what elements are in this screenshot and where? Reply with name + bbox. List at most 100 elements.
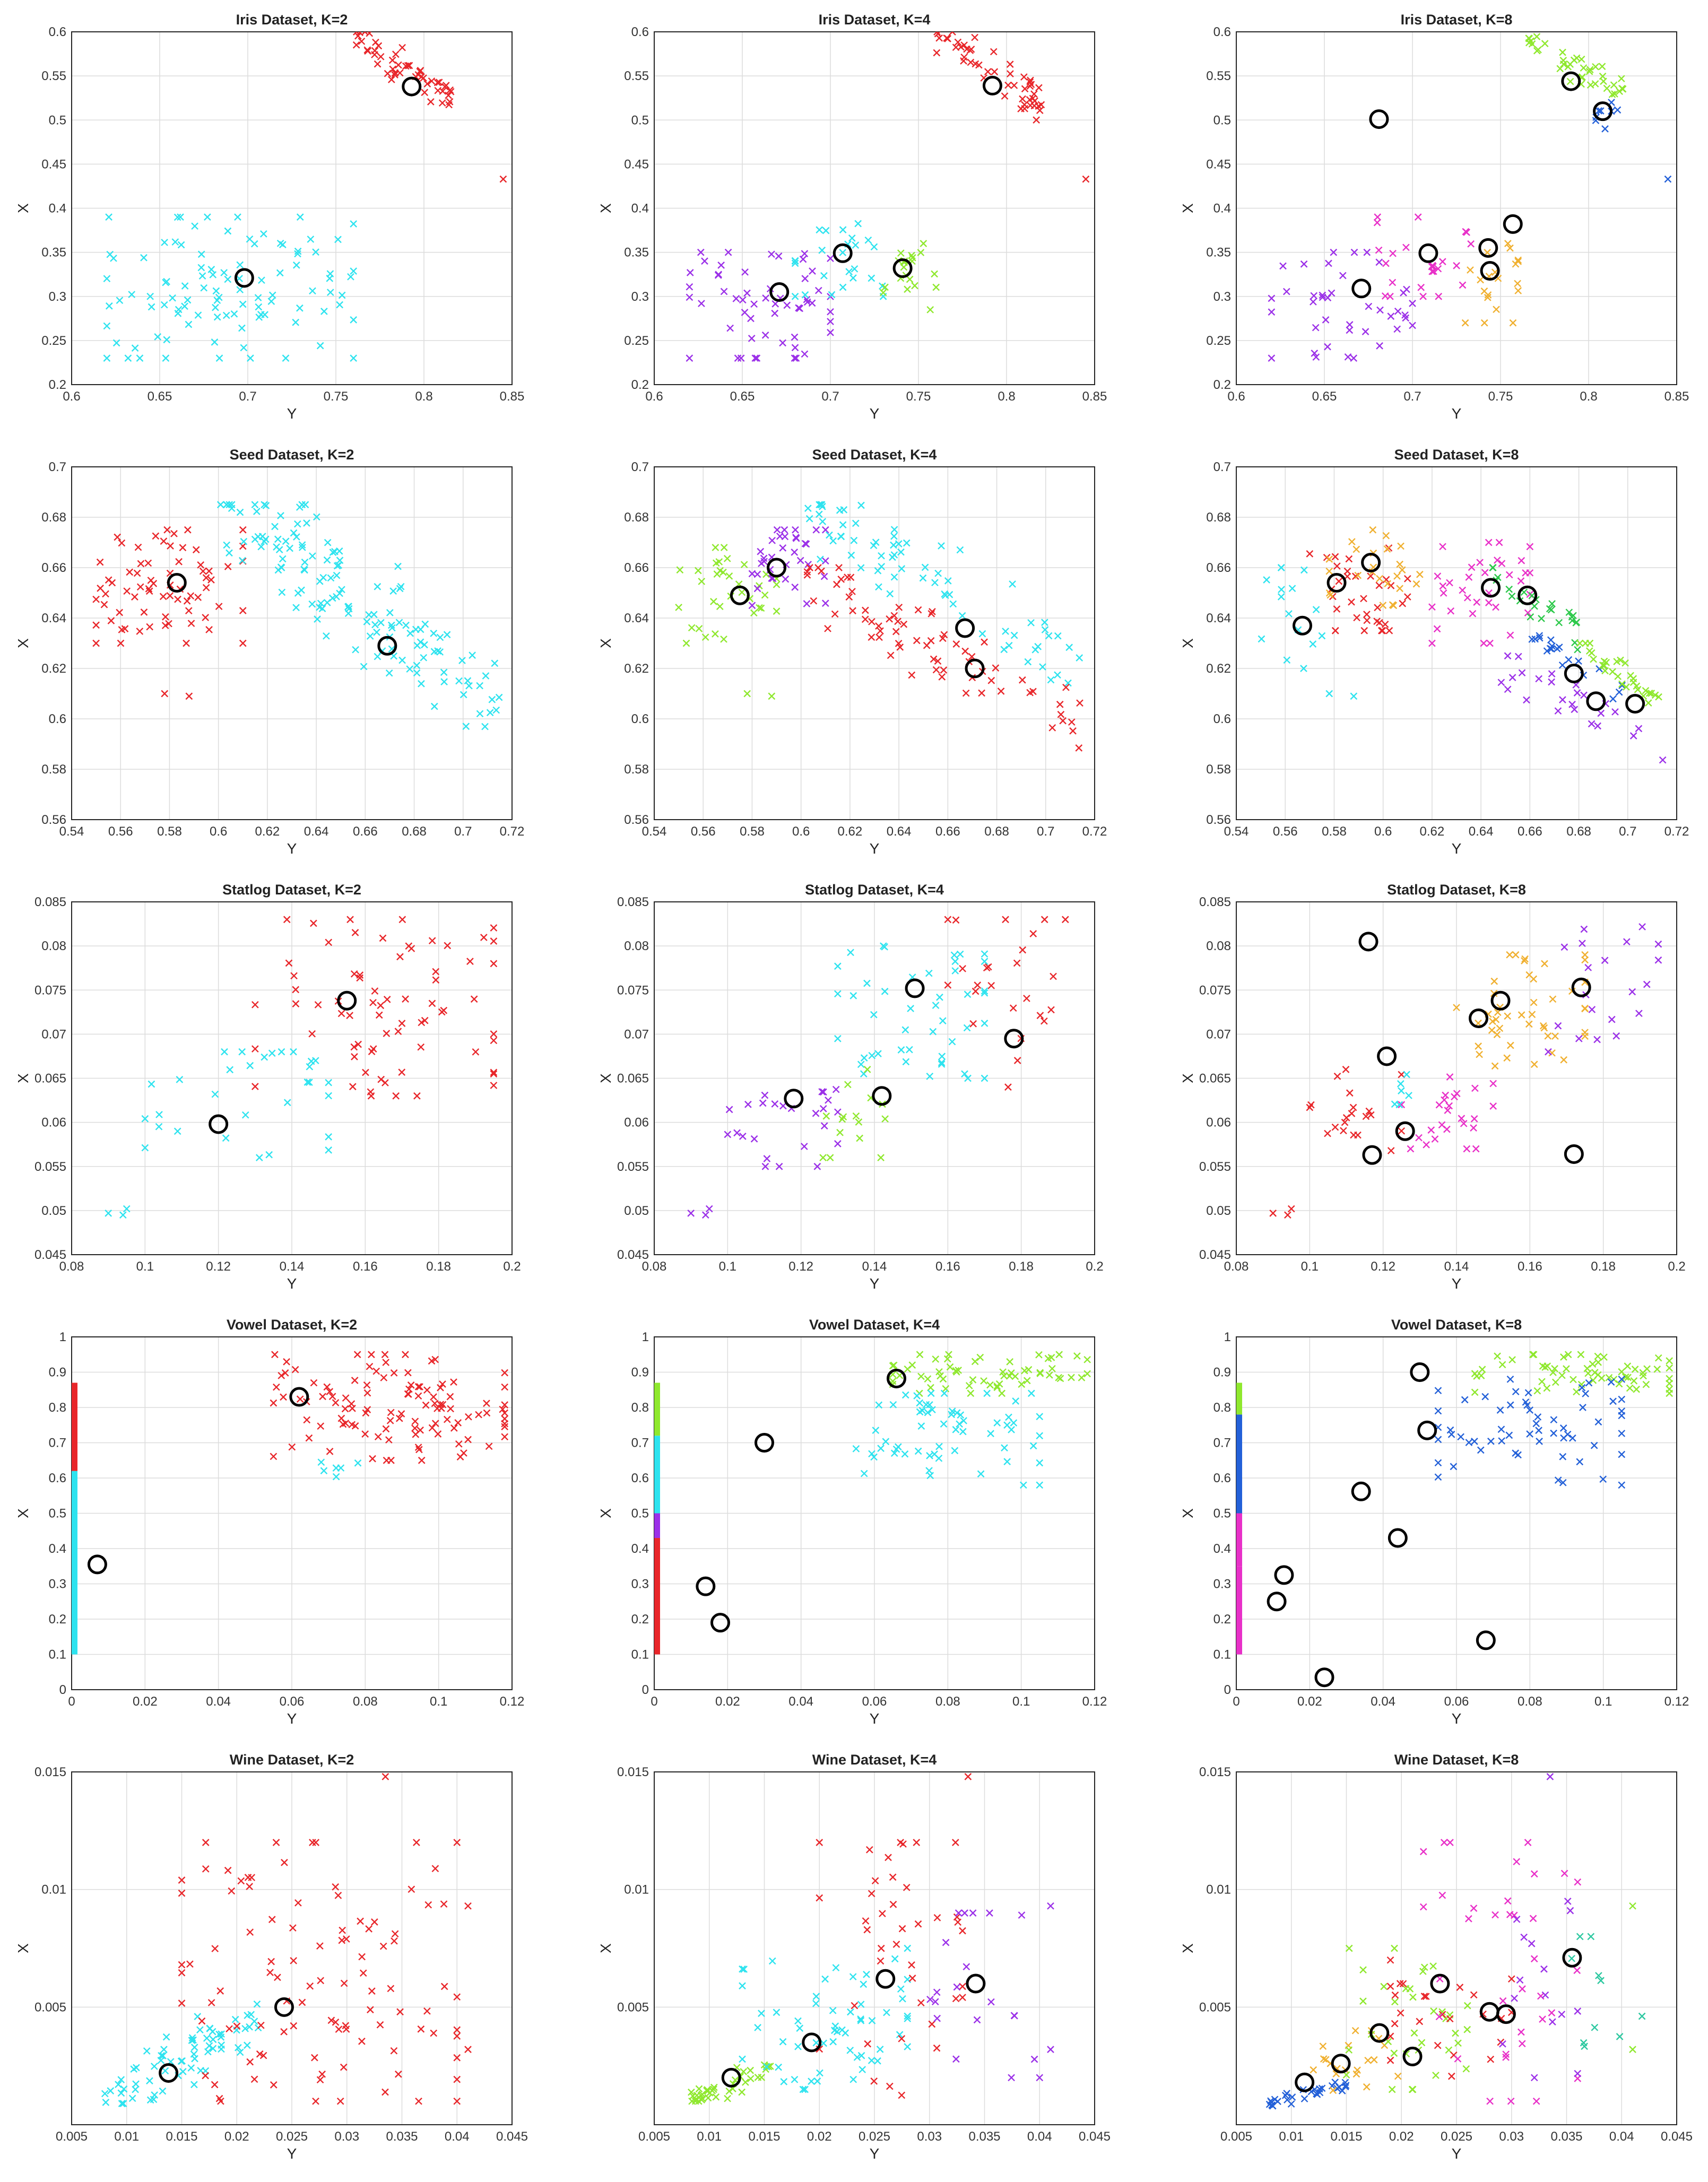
data-point [791,344,799,352]
data-point [967,1389,975,1397]
centroid-marker [1503,214,1523,234]
data-point [211,1945,219,1952]
data-point [353,1351,361,1359]
x-tick-label: 0.04 [788,1694,813,1709]
data-point [1036,1012,1044,1019]
data-point [1559,1453,1567,1461]
data-point [1465,1439,1473,1446]
data-point [1048,724,1056,732]
data-point [450,1424,458,1432]
data-point [747,315,755,323]
data-point [202,584,210,592]
data-point [1618,1430,1626,1437]
x-tick-label: 0.54 [642,824,667,839]
data-point [881,1115,889,1123]
data-point [1394,2072,1402,2080]
data-point [898,1925,906,1933]
data-point [1487,2055,1495,2063]
data-point [940,666,948,674]
x-tick-label: 0.65 [730,389,755,404]
data-point [1526,543,1534,551]
outlier-point [1047,1902,1054,1910]
data-point [435,79,443,86]
data-point [740,1966,748,1973]
data-point [123,587,131,595]
scatter-panel-11: 0 0.02 0.04 0.06 0.08 0.1 0.1200.10.20.30.40.5… [597,1317,1107,1727]
x-tick-label: 0.04 [1371,1694,1395,1709]
data-point [1453,262,1460,270]
data-point [852,519,860,527]
data-point [427,98,435,106]
data-point [258,276,265,284]
data-point [1622,1373,1629,1381]
data-point [207,1999,215,2006]
data-point [1047,676,1055,684]
y-tick-label: 0.3 [1213,1577,1231,1592]
x-tick-label: 0.1 [1594,1694,1612,1709]
data-point [224,1866,232,1874]
data-point [325,1146,333,1154]
data-point [1409,2085,1417,2093]
x-tick-label: 0.03 [334,2129,359,2144]
data-point [1354,571,1362,579]
data-point [1585,67,1593,75]
data-point [1598,63,1606,71]
data-point [324,538,332,546]
data-point [908,1975,916,1982]
data-point [1398,566,1406,574]
data-point [101,2090,109,2098]
data-point [439,1380,446,1388]
x-axis-label: Y [287,2145,297,2162]
data-point [813,1162,821,1170]
y-tick-label: 0.4 [631,1542,649,1556]
data-point [178,1876,186,1884]
centroid-marker [1496,2004,1516,2024]
data-point [316,577,324,585]
data-point [178,1961,186,1969]
data-point [1546,605,1554,613]
data-point [813,2077,821,2085]
data-point [298,1998,306,2006]
data-point [1508,1356,1516,1363]
data-point [1073,1352,1081,1360]
data-point [1547,636,1555,644]
centroid-marker [1402,2046,1423,2066]
data-point [963,45,970,53]
data-point [414,1392,422,1400]
panel-title: Seed Dataset, K=2 [230,447,354,463]
data-point [973,2016,981,2024]
data-point [1622,659,1629,667]
data-point [279,555,287,563]
data-point [852,241,860,249]
data-point [1484,293,1492,301]
outlier-point [123,1205,131,1213]
data-point [380,1374,388,1381]
data-point [686,268,694,276]
data-point [1618,1368,1626,1376]
data-point [490,1030,498,1038]
data-point [1583,1364,1591,1372]
data-point [413,669,421,677]
data-point [961,1070,968,1078]
data-point [1481,1393,1489,1401]
data-point [758,2074,766,2081]
centroid-marker [1351,279,1372,299]
centroid-marker [872,1086,892,1106]
data-point [430,2029,438,2037]
data-point [200,284,208,292]
data-point [780,2078,788,2085]
data-point [415,2097,422,2105]
data-point [1496,1024,1504,1032]
data-point [1438,1891,1446,1899]
data-point [1570,1376,1577,1384]
data-point [1382,576,1390,584]
data-point [1628,988,1636,996]
data-point [1035,1351,1043,1359]
data-point [283,1358,290,1366]
data-point [1020,73,1028,81]
data-point [1510,1911,1518,1919]
data-point [317,1458,325,1466]
data-point [1029,930,1037,937]
panel-title: Iris Dataset, K=4 [819,12,931,28]
data-point [332,1464,340,1472]
